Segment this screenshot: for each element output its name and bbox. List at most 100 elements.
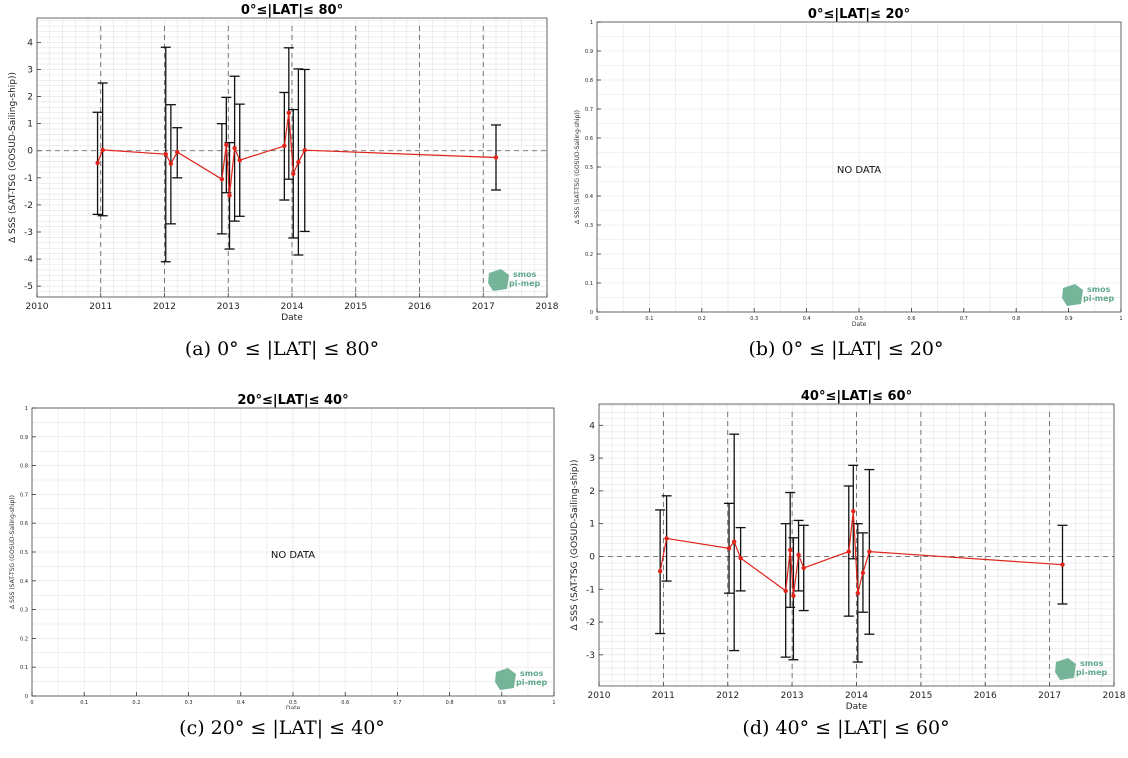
- logo-line1: smos: [1080, 659, 1104, 668]
- chart-a-title: 0°≤|LAT|≤ 80°: [241, 3, 343, 18]
- chart-c-ytick-label: 0.7: [20, 492, 28, 498]
- logo-line2: pi-mep: [1076, 668, 1108, 677]
- chart-a-data-point: [296, 159, 301, 165]
- chart-c: 20°≤|LAT|≤ 40° 0 0.1 0.2 0.3 0.4 0.5 0.6 0.7 0.8 0…: [9, 393, 556, 709]
- chart-d-ytick-label: -1: [586, 585, 595, 595]
- chart-d-data-point: [801, 565, 806, 571]
- chart-c-ytick-label: 0.6: [20, 521, 28, 527]
- chart-d-ylabel: Δ SSS (SAT-TSG (GOSUD-Sailing-ship)): [570, 459, 580, 630]
- chart-panel-d: 40°≤|LAT|≤ 60° 2010 2011 2012 2013 2014 2015 20…: [564, 379, 1128, 758]
- chart-b-no-data-label: NO DATA: [837, 165, 881, 176]
- chart-a-xtick-label: 2014: [281, 302, 304, 312]
- chart-c-xtick-label: 0.5: [289, 700, 297, 706]
- chart-c-xtick-label: 0: [30, 700, 33, 706]
- chart-a-ylabel: Δ SSS (SAT-TSG (GOSUD-Sailing-ship)): [8, 72, 18, 243]
- chart-a: 0°≤|LAT|≤ 80°2010 2011 2012 2013 2014 2015 201…: [8, 3, 559, 323]
- chart-a-ytick-label: 0: [27, 147, 33, 157]
- chart-c-xtick-label: 0.6: [341, 700, 349, 706]
- chart-d-xlabel: Date: [846, 702, 868, 709]
- chart-b-xtick-label: 0: [595, 316, 598, 322]
- chart-b-ytick-label: 0.3: [585, 223, 593, 229]
- chart-a-xtick-label: 2013: [217, 302, 240, 312]
- chart-d-data-point: [791, 593, 796, 599]
- chart-d-data-point: [783, 588, 788, 594]
- chart-a-series-line: [97, 112, 497, 196]
- chart-d-errorbar: [788, 537, 799, 661]
- chart-a-xtick-label: 2016: [408, 302, 431, 312]
- chart-b-xtick-label: 0.6: [907, 316, 915, 322]
- chart-c-xtick-label: 0.1: [80, 700, 88, 706]
- logo-line1: smos: [513, 270, 537, 279]
- chart-c-xtick-label: 0.8: [446, 700, 454, 706]
- chart-d-ytick-label: -2: [586, 618, 595, 628]
- chart-b-ytick-label: 0.7: [585, 107, 593, 113]
- chart-a-ytick-label: -3: [24, 228, 33, 238]
- logo-line2: pi-mep: [516, 678, 548, 687]
- chart-a-xtick-label: 2012: [153, 302, 176, 312]
- logo-mark-icon: [495, 668, 516, 690]
- chart-c-ytick-label: 0.8: [20, 464, 28, 470]
- chart-c-ytick-label: 1: [25, 406, 28, 412]
- chart-d-xtick-label: 2017: [1038, 691, 1061, 701]
- chart-a-xlabel: Date: [281, 313, 303, 323]
- chart-a-ytick-label: 1: [27, 120, 33, 130]
- chart-b-xtick-label: 0.5: [855, 316, 863, 322]
- chart-b-ytick-label: 0.2: [585, 252, 593, 258]
- chart-d-data-point: [796, 552, 801, 558]
- chart-d-title: 40°≤|LAT|≤ 60°: [801, 389, 912, 404]
- chart-d-ytick-label: 1: [589, 520, 595, 530]
- chart-b-ytick-label: 0.9: [585, 49, 593, 55]
- chart-b-grid: [596, 21, 1122, 313]
- chart-c-xtick-label: 1: [552, 700, 555, 706]
- chart-b-xtick-label: 0.4: [803, 316, 811, 322]
- logo-line2: pi-mep: [1083, 294, 1115, 303]
- chart-b-title: 0°≤|LAT|≤ 20°: [808, 7, 910, 22]
- chart-a-data-point: [100, 147, 105, 153]
- chart-b-ytick-label: 0.6: [585, 136, 593, 142]
- chart-a-data-point: [291, 171, 296, 176]
- chart-d-ytick-label: 3: [589, 454, 595, 464]
- chart-c-xtick-label: 0.4: [237, 700, 245, 706]
- chart-b-xtick-label: 1: [1119, 316, 1122, 322]
- caption-a: (a) 0° ≤ |LAT| ≤ 80°: [184, 338, 380, 360]
- chart-d-xtick-label: 2010: [588, 691, 611, 701]
- chart-b-xtick-label: 0.9: [1065, 316, 1073, 322]
- chart-a-data-point: [237, 158, 242, 163]
- chart-b-xtick-label: 0.1: [645, 316, 653, 322]
- chart-d-data-point: [657, 569, 663, 574]
- chart-c-ytick-label: 0.2: [20, 636, 28, 642]
- chart-a-data-point: [224, 142, 229, 147]
- chart-a-ytick-label: 2: [27, 93, 33, 103]
- chart-c-xtick-label: 0.2: [132, 700, 140, 706]
- chart-a-ytick-label: 3: [27, 65, 33, 75]
- chart-a-data-point: [168, 161, 174, 166]
- logo-mark-icon: [1055, 658, 1076, 680]
- chart-d-data-point: [855, 591, 860, 596]
- chart-d: 40°≤|LAT|≤ 60°2010 2011 2012 2013 2014 2015 20…: [570, 389, 1126, 709]
- chart-b-xtick-label: 0.8: [1012, 316, 1020, 322]
- chart-d-ytick-label: 2: [589, 487, 595, 497]
- logo-mark-icon: [1062, 284, 1083, 306]
- chart-a-data-point: [163, 152, 168, 157]
- chart-d-xtick-label: 2011: [652, 691, 675, 701]
- chart-c-ytick-label: 0.1: [20, 665, 28, 671]
- chart-b-ytick-label: 0.5: [585, 165, 593, 171]
- chart-a-ytick-label: 4: [27, 38, 33, 48]
- chart-d-data-point: [867, 549, 872, 554]
- chart-c-ytick-label: 0.9: [20, 435, 28, 441]
- chart-a-data-point: [227, 193, 232, 198]
- chart-c-xtick-label: 0.3: [185, 700, 193, 706]
- chart-a-data-point: [286, 110, 292, 116]
- chart-b-xlabel: Date: [852, 321, 867, 328]
- chart-a-ytick-label: -1: [24, 174, 33, 184]
- chart-b-ytick-label: 0: [590, 310, 593, 316]
- chart-d-xtick-label: 2014: [845, 691, 868, 701]
- chart-c-ytick-label: 0.3: [20, 608, 28, 614]
- chart-b-ytick-label: 0.8: [585, 78, 593, 84]
- chart-d-data-point: [731, 539, 737, 544]
- chart-d-xtick-label: 2012: [716, 691, 739, 701]
- chart-b: 0°≤|LAT|≤ 20° 0 0.1 0.2 0.3 0.4 0.5 0.6 0.7 0.8 0.…: [574, 7, 1123, 328]
- chart-d-data-point: [738, 555, 743, 561]
- chart-c-xtick-label: 0.9: [498, 700, 506, 706]
